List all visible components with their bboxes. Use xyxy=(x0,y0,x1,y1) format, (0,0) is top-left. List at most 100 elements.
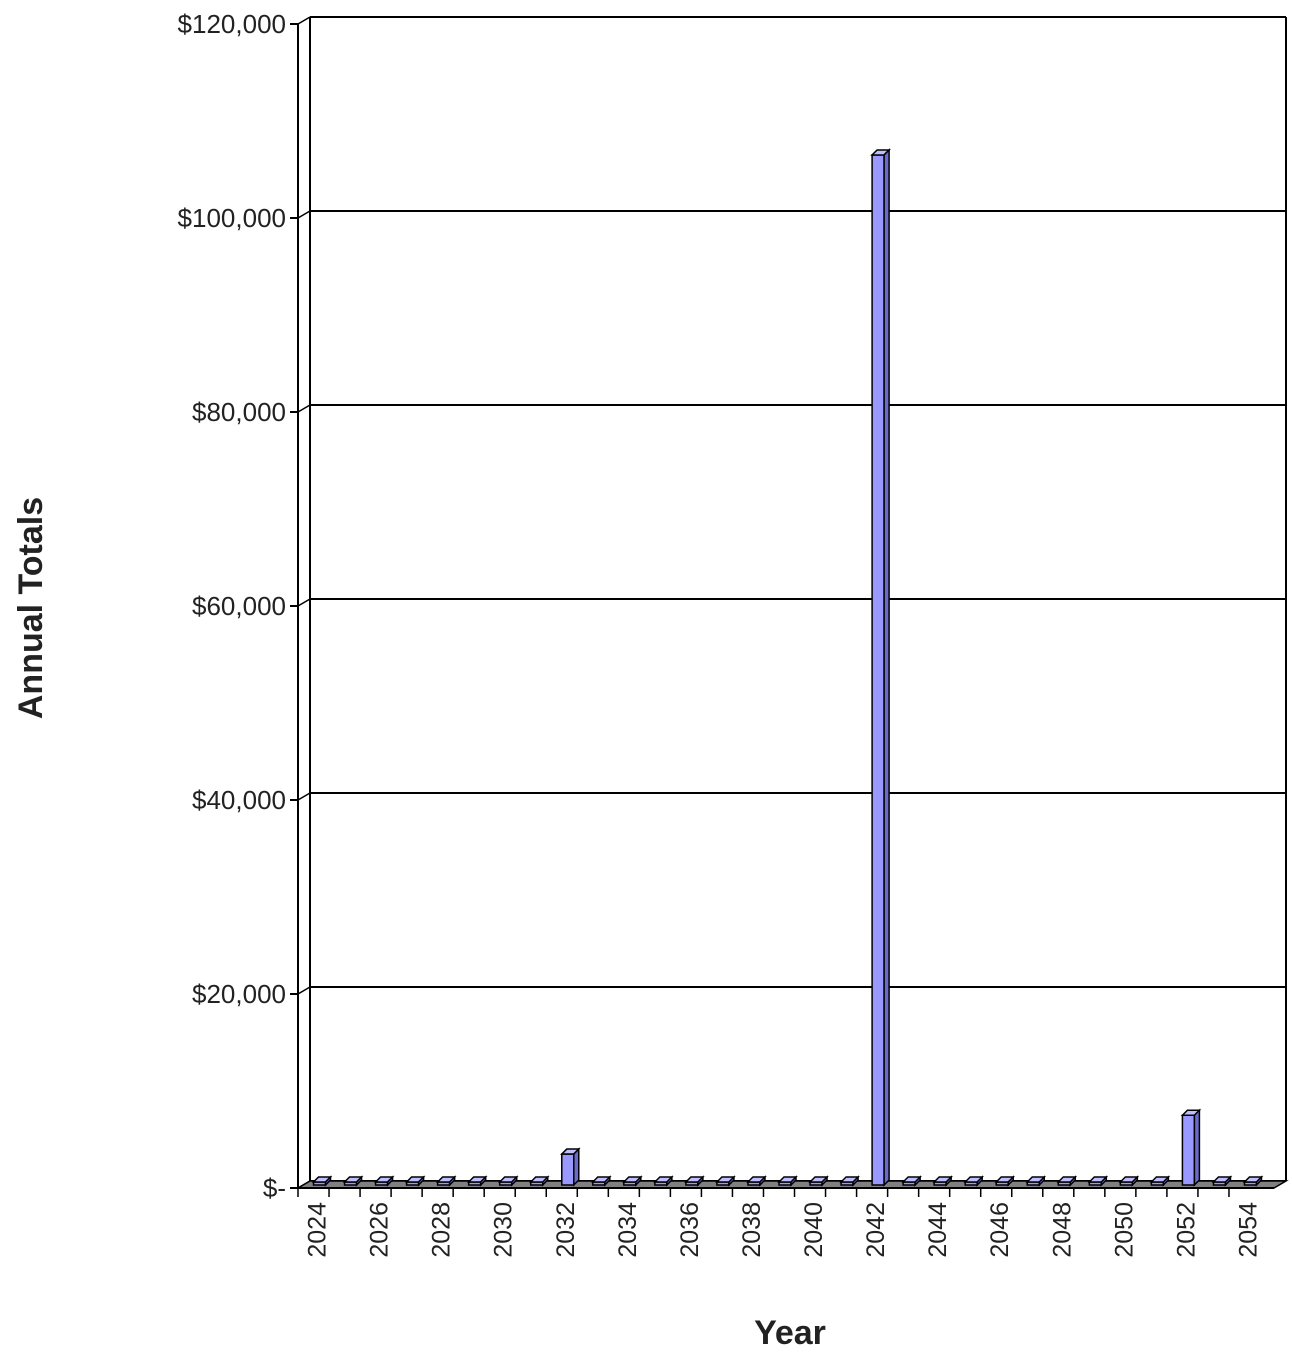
plot-frame xyxy=(297,16,1287,1188)
bar-front xyxy=(871,154,885,1186)
gridline-wall xyxy=(297,16,311,25)
bar xyxy=(528,1175,550,1187)
gridline-wall xyxy=(297,986,311,995)
bar xyxy=(1118,1175,1140,1187)
bar xyxy=(1056,1175,1078,1187)
x-tick-label: 2026 xyxy=(366,1202,394,1258)
bar xyxy=(994,1175,1016,1187)
x-tick-label: 2034 xyxy=(614,1202,642,1258)
bar xyxy=(839,1175,860,1187)
bar-side xyxy=(1193,1108,1201,1187)
gridline-wall xyxy=(297,598,311,607)
x-tick-label: 2050 xyxy=(1110,1202,1138,1258)
x-tick-label: 2028 xyxy=(428,1202,456,1258)
x-axis-title: Year xyxy=(754,1314,826,1352)
bar xyxy=(684,1175,705,1187)
y-axis-ticks: $- $20,000 $40,000 $60,000 $80,000 $100,000 $1… xyxy=(178,9,298,1203)
y-tick-label: $20,000 xyxy=(192,979,286,1009)
bar xyxy=(1242,1175,1264,1187)
bar-side xyxy=(1038,1175,1046,1187)
x-tick-label: 2054 xyxy=(1234,1202,1262,1258)
bar-side xyxy=(945,1175,952,1187)
y-tick-label: $40,000 xyxy=(192,785,286,815)
bar-side xyxy=(541,1175,549,1187)
bar xyxy=(777,1175,798,1187)
x-axis-ticks: 2024 2026 2028 2030 2032 2034 2036 2038 2040 2042… xyxy=(297,1187,1274,1258)
bar-side xyxy=(914,1175,921,1187)
bar-side xyxy=(355,1175,363,1187)
bar-side xyxy=(479,1175,487,1187)
bar-side xyxy=(790,1175,797,1187)
bar xyxy=(715,1175,736,1187)
x-tick-label: 2038 xyxy=(738,1202,766,1258)
bar-front xyxy=(561,1153,575,1186)
y-tick-label: $100,000 xyxy=(178,203,286,233)
bar xyxy=(497,1175,519,1187)
bar-side xyxy=(728,1175,735,1187)
bar-side xyxy=(417,1175,425,1187)
bar xyxy=(435,1175,457,1187)
bar xyxy=(870,148,891,1187)
y-tick-label: $60,000 xyxy=(192,591,286,621)
bar xyxy=(404,1175,426,1187)
bar-side xyxy=(386,1175,394,1187)
bar-side xyxy=(976,1175,983,1187)
bar xyxy=(311,1175,333,1187)
bar-side xyxy=(604,1175,611,1187)
bar-side xyxy=(1007,1175,1014,1187)
bar-side xyxy=(1131,1175,1139,1187)
x-tick-label: 2036 xyxy=(676,1202,704,1258)
bar xyxy=(1180,1108,1202,1187)
bar-side xyxy=(759,1175,766,1187)
bar xyxy=(559,1147,581,1187)
bar xyxy=(808,1175,829,1187)
bar-side xyxy=(573,1147,580,1187)
y-axis-title: Annual Totals xyxy=(12,497,50,719)
x-tick-label: 2046 xyxy=(986,1202,1014,1258)
bar-side xyxy=(883,148,890,1187)
bar xyxy=(1211,1175,1233,1187)
bar-side xyxy=(1224,1175,1232,1187)
bar xyxy=(1025,1175,1047,1187)
bar-side xyxy=(1162,1175,1170,1187)
bar xyxy=(373,1175,395,1187)
gridlines xyxy=(297,16,1286,1189)
bars xyxy=(311,148,1264,1187)
x-tick-label: 2040 xyxy=(800,1202,828,1258)
gridline-wall xyxy=(297,792,311,801)
x-tick-label: 2042 xyxy=(862,1202,890,1258)
y-tick-label: $80,000 xyxy=(192,397,286,427)
bar xyxy=(1087,1175,1109,1187)
bar-side xyxy=(1100,1175,1108,1187)
bar xyxy=(901,1175,922,1187)
bar-side xyxy=(448,1175,456,1187)
x-tick-label: 2044 xyxy=(924,1202,952,1258)
bar-side xyxy=(1255,1175,1263,1187)
bar-side xyxy=(697,1175,704,1187)
bar-side xyxy=(666,1175,673,1187)
bar xyxy=(1149,1175,1171,1187)
x-tick-label: 2048 xyxy=(1048,1202,1076,1258)
x-tick-label: 2024 xyxy=(304,1202,332,1258)
bar-side xyxy=(510,1175,518,1187)
x-tick-label: 2030 xyxy=(490,1202,518,1258)
bar xyxy=(342,1175,364,1187)
bar xyxy=(653,1175,674,1187)
x-tick-label: 2052 xyxy=(1172,1202,1200,1258)
bar xyxy=(466,1175,488,1187)
bar-side xyxy=(852,1175,859,1187)
bar xyxy=(963,1175,985,1187)
bar-side xyxy=(635,1175,642,1187)
x-tick-label: 2032 xyxy=(552,1202,580,1258)
gridline-wall xyxy=(297,404,311,413)
bar-side xyxy=(324,1175,332,1187)
gridline-wall xyxy=(297,210,311,219)
bar-side xyxy=(821,1175,828,1187)
y-tick-label: $120,000 xyxy=(178,9,286,39)
bar xyxy=(622,1175,643,1187)
bar xyxy=(746,1175,767,1187)
bar-side xyxy=(1069,1175,1077,1187)
bar xyxy=(590,1175,612,1187)
